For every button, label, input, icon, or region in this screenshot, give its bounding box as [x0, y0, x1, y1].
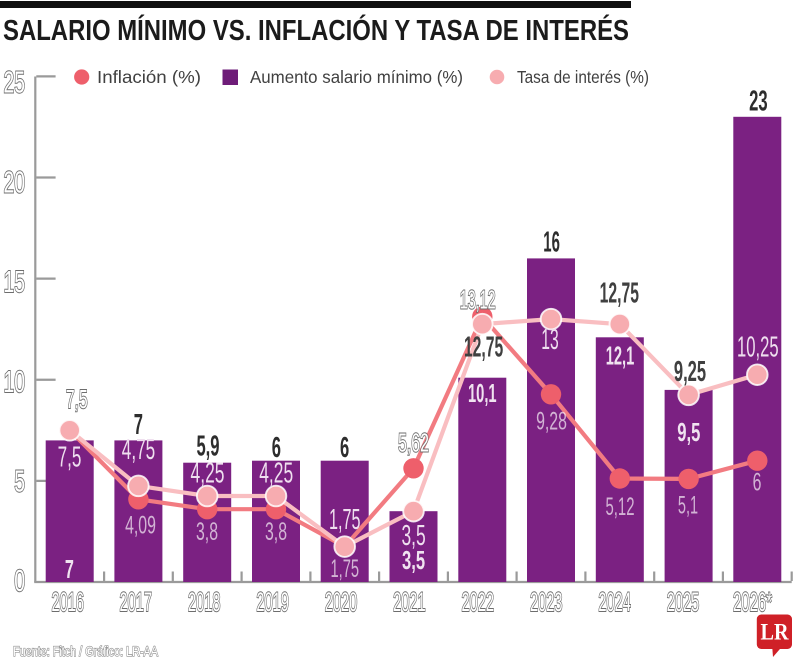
svg-text:4,75: 4,75 — [122, 434, 155, 466]
svg-text:25: 25 — [4, 65, 26, 100]
svg-text:LR: LR — [761, 620, 790, 646]
svg-text:12,1: 12,1 — [606, 341, 635, 371]
svg-text:7: 7 — [134, 409, 143, 441]
svg-text:10,1: 10,1 — [468, 378, 497, 408]
svg-text:2020: 2020 — [325, 587, 358, 617]
svg-text:3,5: 3,5 — [402, 545, 425, 575]
svg-text:13,12: 13,12 — [460, 285, 496, 315]
svg-text:7: 7 — [65, 554, 74, 584]
svg-text:2023: 2023 — [530, 587, 563, 617]
svg-text:7,5: 7,5 — [66, 384, 88, 414]
svg-text:12,75: 12,75 — [600, 278, 639, 310]
svg-text:5,9: 5,9 — [196, 430, 219, 462]
svg-text:23: 23 — [749, 86, 768, 118]
svg-text:1,75: 1,75 — [329, 504, 361, 536]
svg-text:Aumento salario mínimo (%): Aumento salario mínimo (%) — [250, 67, 463, 87]
svg-text:2026*: 2026* — [733, 587, 772, 617]
svg-text:2025: 2025 — [667, 587, 700, 617]
svg-text:10: 10 — [4, 364, 26, 399]
svg-text:7,5: 7,5 — [58, 442, 82, 474]
svg-text:6: 6 — [340, 432, 349, 464]
svg-text:9,28: 9,28 — [536, 408, 567, 436]
svg-text:13: 13 — [541, 324, 558, 356]
svg-text:6: 6 — [272, 432, 281, 464]
svg-text:0: 0 — [14, 563, 25, 598]
svg-text:2022: 2022 — [462, 587, 495, 617]
svg-text:Fuente: Fitch / Gráfico: LR-AA: Fuente: Fitch / Gráfico: LR-AA — [13, 643, 159, 659]
svg-text:9,5: 9,5 — [677, 417, 700, 447]
svg-text:16: 16 — [543, 227, 560, 259]
svg-text:2016: 2016 — [52, 587, 85, 617]
svg-text:10,25: 10,25 — [737, 332, 779, 364]
svg-text:4,09: 4,09 — [125, 512, 156, 540]
svg-text:SALARIO MÍNIMO VS. INFLACIÓN Y: SALARIO MÍNIMO VS. INFLACIÓN Y TASA DE I… — [3, 13, 629, 47]
svg-text:5,12: 5,12 — [606, 493, 635, 521]
svg-text:2024: 2024 — [598, 587, 631, 617]
svg-text:20: 20 — [4, 164, 26, 199]
svg-text:3,5: 3,5 — [402, 520, 426, 552]
svg-text:5,1: 5,1 — [678, 492, 698, 520]
svg-text:5,62: 5,62 — [398, 428, 429, 458]
svg-text:1,75: 1,75 — [331, 555, 360, 583]
svg-text:4,25: 4,25 — [191, 458, 225, 490]
svg-text:2017: 2017 — [120, 587, 153, 617]
svg-text:12,75: 12,75 — [464, 332, 503, 364]
svg-text:3,8: 3,8 — [265, 518, 287, 546]
svg-text:3,8: 3,8 — [196, 518, 218, 546]
svg-text:6: 6 — [753, 469, 762, 497]
svg-text:5: 5 — [14, 464, 25, 499]
svg-text:9,25: 9,25 — [674, 356, 706, 388]
svg-text:2021: 2021 — [393, 587, 426, 617]
svg-text:2019: 2019 — [256, 587, 289, 617]
svg-text:Tasa de interés (%): Tasa de interés (%) — [517, 67, 649, 87]
svg-text:2018: 2018 — [188, 587, 221, 617]
svg-text:15: 15 — [4, 264, 26, 299]
svg-text:Inflación (%): Inflación (%) — [97, 67, 201, 87]
svg-text:4,25: 4,25 — [259, 458, 293, 490]
